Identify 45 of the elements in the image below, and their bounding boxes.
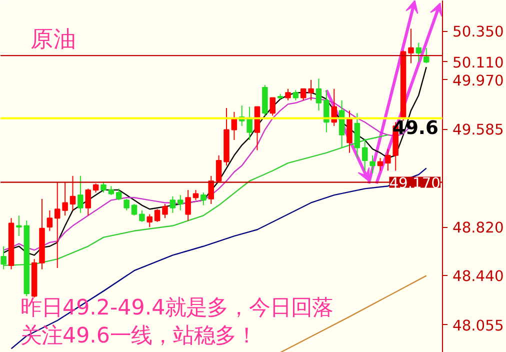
y-tick-label: 48.440 [452, 268, 504, 286]
candlestick [216, 154, 222, 183]
candlestick [0, 246, 6, 270]
candlestick [16, 215, 22, 237]
candlestick [308, 79, 314, 101]
candlestick [139, 210, 145, 222]
ref-line-label: 49.170 [389, 174, 441, 192]
candlestick [154, 208, 160, 222]
y-tick-label: 49.585 [452, 122, 504, 139]
text: 原油 [30, 26, 76, 52]
candlestick [192, 189, 199, 201]
y-tick-label: 48.055 [452, 317, 504, 334]
candlestick [46, 210, 53, 232]
candlestick [85, 188, 92, 216]
candlestick [70, 175, 76, 211]
candlestick [377, 157, 384, 172]
candlestick [170, 196, 176, 214]
y-tick-label: 48.820 [452, 220, 504, 237]
candlestick [124, 198, 130, 211]
candlestick [78, 175, 84, 214]
candlestick [270, 97, 276, 116]
candlestick [200, 192, 206, 206]
y-tick-label: 50.110 [452, 54, 504, 72]
candlestick [423, 47, 430, 64]
candlestick [324, 90, 330, 133]
candlestick [116, 188, 122, 201]
y-tick-label: 49.970 [452, 72, 504, 90]
candlestick [100, 182, 106, 193]
candlestick [331, 88, 337, 126]
candlestick [208, 175, 214, 205]
candlestick [416, 42, 422, 62]
candlestick [185, 189, 191, 222]
candlestick [385, 148, 391, 172]
candlestick [300, 88, 306, 101]
candlestick [316, 78, 322, 112]
candlestick [292, 90, 299, 101]
candlestick [146, 214, 153, 228]
candlestick [370, 154, 376, 174]
candlestick [177, 194, 184, 211]
candlestick [362, 138, 368, 172]
candlestick [285, 88, 291, 101]
y-tick-label: 50.350 [452, 24, 504, 41]
candlestick [162, 204, 168, 219]
candlestick [131, 204, 138, 216]
candlestick [408, 28, 414, 64]
